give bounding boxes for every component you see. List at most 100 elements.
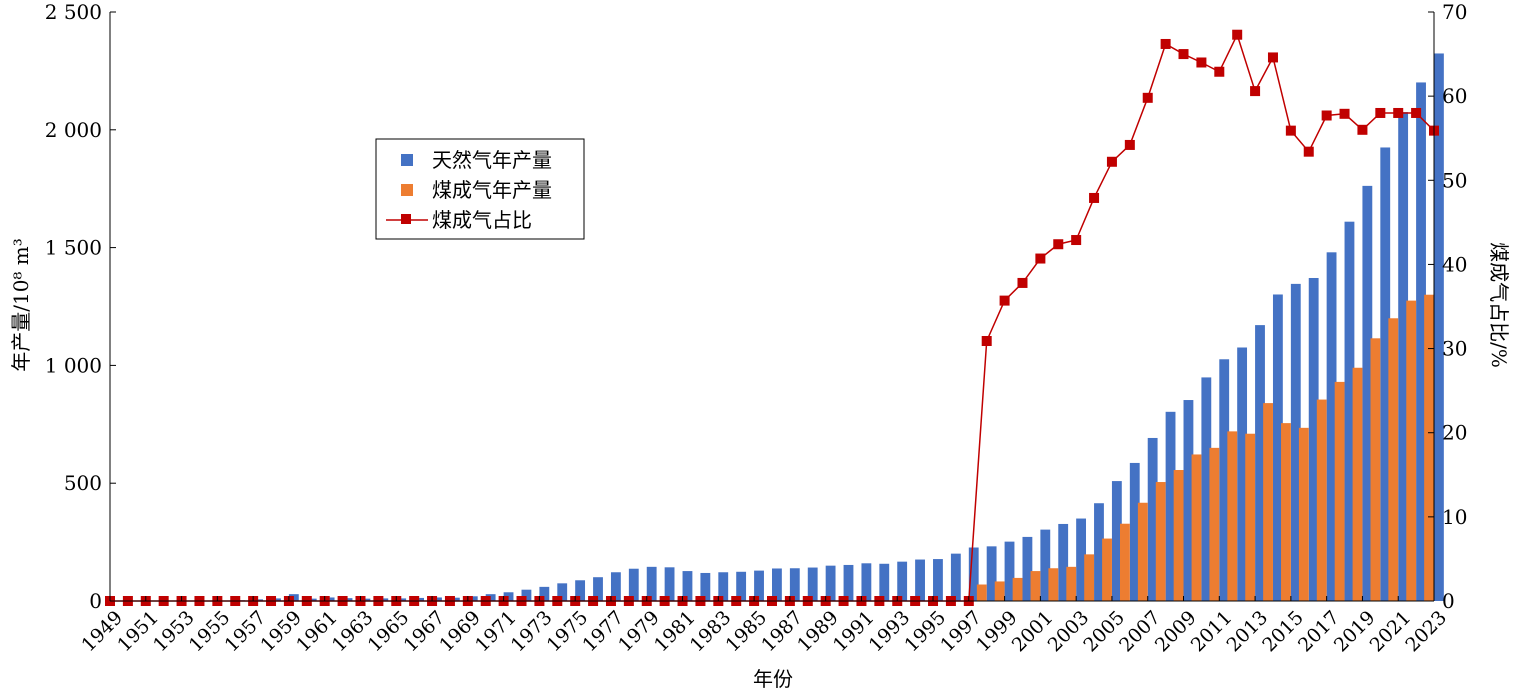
x-axis-label: 年份 xyxy=(753,667,793,691)
y2-axis-label: 煤成气占比/% xyxy=(1487,242,1511,368)
x-tick-label: 2019 xyxy=(1330,607,1380,657)
x-tick-label: 1949 xyxy=(77,607,127,657)
x-tick-label: 1951 xyxy=(113,607,163,657)
bar-natural-gas-1976 xyxy=(593,577,603,601)
point-ratio-2002 xyxy=(1053,239,1064,250)
point-ratio-2000 xyxy=(1017,277,1028,288)
x-tick-label: 2011 xyxy=(1187,607,1237,657)
bar-natural-gas-1978 xyxy=(628,568,639,601)
point-ratio-2001 xyxy=(1035,253,1046,264)
point-ratio-2019 xyxy=(1357,124,1368,135)
bar-natural-gas-1988 xyxy=(807,567,818,601)
x-tick-label: 1955 xyxy=(185,607,235,657)
bar-coal-gas-2013 xyxy=(1245,433,1256,601)
point-ratio-1998 xyxy=(981,335,992,346)
x-tick-label: 2009 xyxy=(1151,607,1201,657)
point-ratio-2008 xyxy=(1160,38,1171,49)
point-ratio-2011 xyxy=(1214,66,1225,77)
x-tick-label: 1995 xyxy=(900,607,950,657)
x-tick-label: 1997 xyxy=(936,607,986,657)
bar-natural-gas-1994 xyxy=(915,559,925,601)
x-tick-label: 1965 xyxy=(364,607,414,657)
y-axis-label: 年产量/10⁸ m³ xyxy=(9,238,33,372)
x-tick-label: 1957 xyxy=(221,607,271,657)
point-ratio-2009 xyxy=(1178,49,1189,60)
bar-natural-gas-1980 xyxy=(664,567,675,601)
point-ratio-2012 xyxy=(1232,29,1243,40)
bar-coal-gas-2014 xyxy=(1263,403,1273,601)
legend-swatch-coal-gas xyxy=(401,184,413,196)
bar-natural-gas-1987 xyxy=(789,568,800,601)
point-ratio-2020 xyxy=(1375,107,1386,118)
bar-natural-gas-2008 xyxy=(1165,411,1176,601)
y2-tick-label: 30 xyxy=(1442,337,1467,361)
y2-tick-label: 50 xyxy=(1442,168,1467,192)
bar-natural-gas-1972 xyxy=(521,589,532,601)
bar-natural-gas-2017 xyxy=(1326,252,1337,601)
point-ratio-2018 xyxy=(1339,108,1350,119)
bar-coal-gas-2020 xyxy=(1370,338,1381,601)
bar-coal-gas-2018 xyxy=(1334,381,1345,601)
point-ratio-2021 xyxy=(1393,107,1404,118)
bar-natural-gas-1989 xyxy=(825,565,836,601)
y2-tick-label: 0 xyxy=(1442,589,1455,613)
bars-layer xyxy=(110,53,1444,602)
bar-natural-gas-2023 xyxy=(1434,53,1444,602)
legend-marker-ratio xyxy=(401,214,411,224)
bar-natural-gas-1984 xyxy=(736,571,747,601)
point-ratio-2006 xyxy=(1124,139,1135,150)
bar-natural-gas-2015 xyxy=(1290,283,1301,601)
bar-coal-gas-2000 xyxy=(1012,577,1023,601)
bar-natural-gas-1993 xyxy=(897,561,908,601)
x-tick-label: 1981 xyxy=(650,607,700,657)
bar-natural-gas-2020 xyxy=(1380,147,1391,601)
x-tick-label: 1961 xyxy=(292,607,342,657)
x-tick-label: 2001 xyxy=(1008,607,1058,657)
bar-coal-gas-2017 xyxy=(1316,399,1327,601)
bar-natural-gas-2002 xyxy=(1058,523,1069,601)
bar-natural-gas-2021 xyxy=(1398,112,1409,601)
bar-natural-gas-2006 xyxy=(1129,462,1140,601)
x-tick-label: 2007 xyxy=(1115,607,1165,657)
bar-coal-gas-2008 xyxy=(1155,482,1166,601)
x-tick-label: 1971 xyxy=(471,607,521,657)
y-tick-label: 1 500 xyxy=(45,236,102,260)
point-ratio-2005 xyxy=(1106,156,1117,167)
bar-coal-gas-2006 xyxy=(1119,523,1130,601)
point-ratio-2013 xyxy=(1250,86,1261,97)
x-tick-label: 2017 xyxy=(1294,607,1344,657)
y2-tick-label: 60 xyxy=(1442,84,1467,108)
bar-natural-gas-2005 xyxy=(1111,481,1122,601)
x-tick-label: 2015 xyxy=(1258,607,1308,657)
bar-coal-gas-2022 xyxy=(1406,300,1417,601)
bar-natural-gas-2003 xyxy=(1076,518,1087,601)
x-tick-label: 1993 xyxy=(865,607,915,657)
x-tick-label: 1969 xyxy=(435,607,485,657)
x-tick-label: 1975 xyxy=(543,607,593,657)
bar-coal-gas-2011 xyxy=(1209,447,1220,601)
bar-coal-gas-2019 xyxy=(1352,367,1363,601)
bar-natural-gas-2013 xyxy=(1255,325,1265,601)
point-ratio-2017 xyxy=(1321,110,1332,121)
bar-coal-gas-2015 xyxy=(1281,423,1291,601)
x-tick-label: 2013 xyxy=(1222,607,1272,657)
bar-coal-gas-2005 xyxy=(1102,538,1112,601)
y-tick-label: 2 000 xyxy=(45,118,102,142)
x-tick-label: 2023 xyxy=(1401,607,1451,657)
point-ratio-2003 xyxy=(1071,235,1082,246)
y-tick-label: 2 500 xyxy=(45,0,102,24)
point-ratio-2010 xyxy=(1196,57,1207,68)
x-tick-label: 1979 xyxy=(614,607,664,657)
bar-coal-gas-2016 xyxy=(1298,427,1309,601)
point-ratio-1999 xyxy=(999,295,1010,306)
bar-coal-gas-2010 xyxy=(1191,454,1202,601)
x-tick-label: 1989 xyxy=(793,607,843,657)
bar-coal-gas-2009 xyxy=(1173,470,1184,601)
bar-natural-gas-2001 xyxy=(1040,529,1051,601)
point-ratio-2016 xyxy=(1303,146,1314,157)
bar-natural-gas-1999 xyxy=(1004,541,1015,601)
y-tick-label: 1 000 xyxy=(45,353,102,377)
bar-natural-gas-1996 xyxy=(950,553,961,601)
bar-natural-gas-1982 xyxy=(700,572,711,601)
